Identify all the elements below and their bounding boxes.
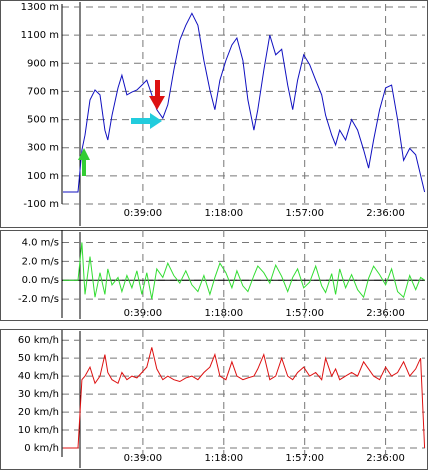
arrow-up xyxy=(78,148,90,176)
panel-frame xyxy=(0,230,428,321)
y-tick-label: 2.0 m/s xyxy=(22,256,59,267)
arrow-right xyxy=(131,113,162,129)
x-tick-label: 0:39:00 xyxy=(124,453,163,464)
x-tick-label: 1:18:00 xyxy=(205,308,244,319)
data-line xyxy=(63,12,426,193)
y-tick-label: 40 km/h xyxy=(18,371,59,382)
data-line xyxy=(63,242,425,300)
y-tick-label: -100 m xyxy=(23,199,59,210)
y-tick-label: 20 km/h xyxy=(18,407,59,418)
y-tick-label: 1300 m xyxy=(21,2,59,13)
x-tick-label: 1:57:00 xyxy=(285,308,324,319)
x-tick-label: 1:57:00 xyxy=(285,453,324,464)
y-tick-label: 500 m xyxy=(27,115,59,126)
y-tick-label: 100 m xyxy=(27,171,59,182)
x-tick-label: 1:18:00 xyxy=(205,453,244,464)
y-tick-label: -2.0 m/s xyxy=(18,294,59,305)
x-tick-label: 1:18:00 xyxy=(205,208,244,219)
y-tick-label: 30 km/h xyxy=(18,389,59,400)
y-tick-label: 60 km/h xyxy=(18,335,59,346)
y-tick-label: 1100 m xyxy=(21,30,59,41)
panel-frame xyxy=(0,0,428,228)
y-tick-label: 0.0 m/s xyxy=(22,275,59,286)
y-tick-label: 900 m xyxy=(27,58,59,69)
annotation-arrows xyxy=(78,80,165,176)
y-tick-label: 0 km/h xyxy=(24,443,59,454)
x-tick-label: 2:36:00 xyxy=(366,208,405,219)
y-tick-label: 10 km/h xyxy=(18,425,59,436)
x-tick-label: 1:57:00 xyxy=(285,208,324,219)
x-tick-label: 0:39:00 xyxy=(124,308,163,319)
arrow-down xyxy=(149,80,165,110)
x-tick-label: 2:36:00 xyxy=(366,453,405,464)
data-line xyxy=(63,347,426,449)
x-tick-label: 0:39:00 xyxy=(124,208,163,219)
y-tick-label: 4.0 m/s xyxy=(22,237,59,248)
y-tick-label: 300 m xyxy=(27,143,59,154)
y-tick-label: 50 km/h xyxy=(18,353,59,364)
x-tick-label: 2:36:00 xyxy=(366,308,405,319)
y-tick-label: 700 m xyxy=(27,86,59,97)
